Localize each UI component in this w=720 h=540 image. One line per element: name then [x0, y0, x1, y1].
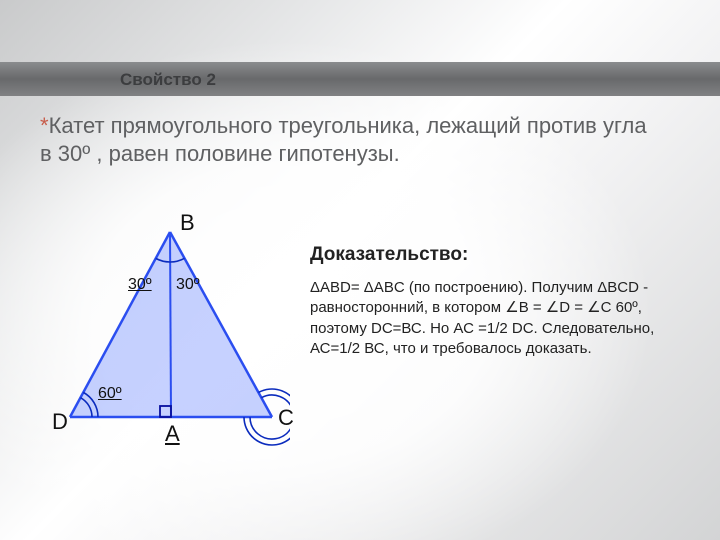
angle-label-30-left: 30º — [128, 276, 152, 294]
vertex-label-b: В — [180, 210, 195, 236]
slide-title: Свойство 2 — [120, 70, 216, 90]
statement-body: Катет прямоугольного треугольника, лежащ… — [40, 113, 647, 166]
statement-text: *Катет прямоугольного треугольника, лежа… — [40, 112, 660, 167]
vertex-label-c: С — [278, 405, 294, 431]
asterisk-icon: * — [40, 113, 49, 138]
triangle-diagram: В С D А 30º 30º 60º — [50, 212, 290, 472]
slide: Свойство 2 *Катет прямоугольного треугол… — [0, 0, 720, 540]
diagram-svg — [50, 212, 290, 452]
angle-label-30-right: 30º — [176, 276, 200, 294]
altitude-ba — [170, 232, 171, 417]
title-bar — [0, 62, 720, 96]
angle-label-60: 60º — [98, 385, 122, 403]
proof-title: Доказательство: — [310, 244, 468, 266]
proof-body: ΔABD= ΔABC (по построению). Получим ΔBCD… — [310, 278, 670, 359]
vertex-label-a: А — [165, 421, 180, 447]
vertex-label-d: D — [52, 409, 68, 435]
